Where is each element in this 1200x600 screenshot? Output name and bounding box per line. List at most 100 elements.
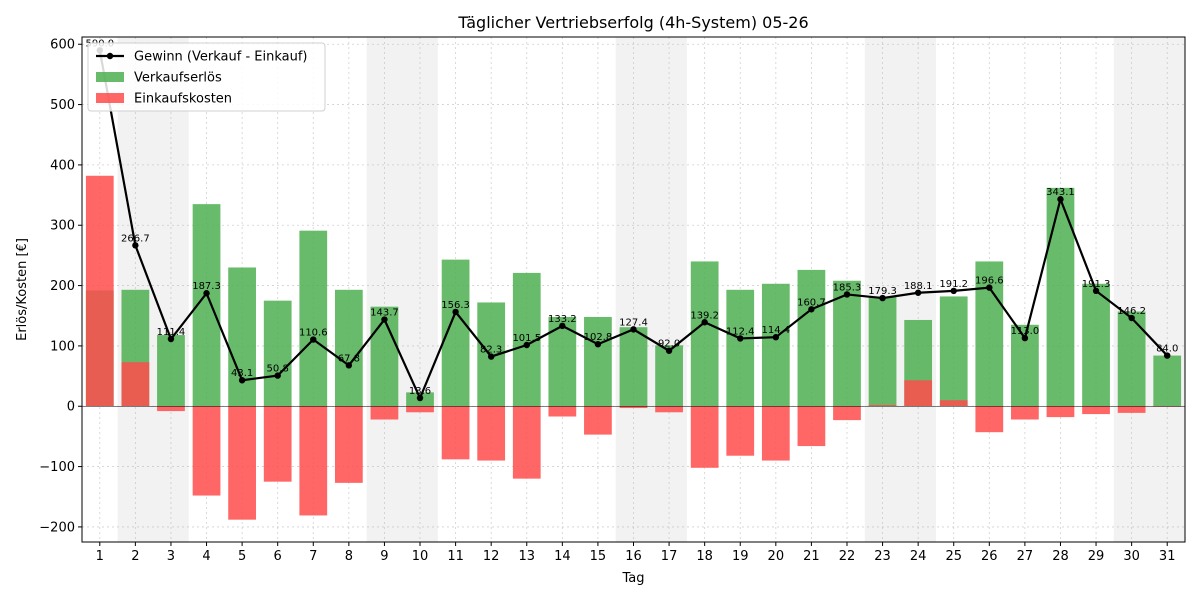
profit-data-label: 43.1 bbox=[231, 368, 253, 379]
profit-data-label: 185.3 bbox=[833, 282, 862, 293]
cost-bar bbox=[619, 406, 648, 409]
x-tick-label: 25 bbox=[945, 549, 962, 564]
x-tick-label: 14 bbox=[554, 549, 571, 564]
x-tick-label: 22 bbox=[839, 549, 856, 564]
profit-data-label: 84.0 bbox=[1156, 344, 1178, 355]
profit-data-label: 127.4 bbox=[619, 317, 648, 328]
profit-data-label: 143.7 bbox=[370, 308, 399, 319]
profit-data-label: 133.2 bbox=[548, 314, 577, 325]
legend-swatch-bar bbox=[96, 72, 124, 82]
profit-point bbox=[1057, 196, 1064, 203]
cost-bar bbox=[797, 406, 826, 447]
profit-data-label: 13.6 bbox=[409, 386, 431, 397]
revenue-bar bbox=[833, 280, 861, 407]
y-tick-label: 600 bbox=[50, 38, 75, 53]
x-tick-label: 7 bbox=[309, 549, 317, 564]
chart-title: Täglicher Vertriebserfolg (4h-System) 05… bbox=[457, 13, 808, 32]
revenue-bar bbox=[939, 296, 968, 407]
revenue-bar bbox=[228, 267, 256, 407]
cost-bar bbox=[263, 406, 292, 482]
profit-data-label: 160.7 bbox=[797, 297, 826, 308]
profit-data-label: 343.1 bbox=[1046, 187, 1075, 198]
revenue-bar bbox=[868, 296, 897, 407]
cost-bar bbox=[1046, 406, 1075, 418]
cost-bar bbox=[512, 406, 541, 479]
cost-bar bbox=[228, 406, 256, 520]
x-tick-label: 30 bbox=[1123, 549, 1140, 564]
revenue-bar bbox=[1082, 283, 1110, 407]
profit-point bbox=[1021, 334, 1029, 342]
cost-bar bbox=[192, 406, 221, 496]
legend-label: Verkaufserlös bbox=[134, 71, 222, 86]
cost-bar bbox=[548, 406, 577, 417]
revenue-bar bbox=[370, 306, 399, 407]
profit-data-label: 196.6 bbox=[975, 276, 1004, 287]
profit-data-label: 102.8 bbox=[584, 332, 613, 343]
revenue-bar bbox=[761, 283, 790, 407]
x-tick-label: 12 bbox=[483, 549, 500, 564]
y-tick-label: 0 bbox=[67, 400, 75, 415]
profit-point bbox=[772, 334, 780, 341]
revenue-bar bbox=[263, 300, 292, 407]
profit-data-label: 92.0 bbox=[658, 339, 680, 350]
profit-data-label: 110.6 bbox=[299, 328, 328, 339]
profit-point bbox=[452, 308, 459, 316]
x-tick-label: 13 bbox=[518, 549, 535, 564]
cost-bar bbox=[441, 406, 470, 460]
y-tick-label: −100 bbox=[39, 460, 75, 475]
legend-label: Einkaufskosten bbox=[134, 92, 232, 107]
profit-point bbox=[1092, 287, 1100, 295]
x-tick-label: 4 bbox=[202, 549, 210, 564]
cost-bar bbox=[726, 406, 755, 456]
x-tick-label: 26 bbox=[981, 549, 998, 564]
profit-point bbox=[701, 319, 708, 326]
profit-data-label: 191.2 bbox=[939, 279, 968, 290]
x-tick-label: 10 bbox=[412, 549, 429, 564]
y-tick-label: 400 bbox=[50, 158, 75, 173]
profit-data-label: 113.0 bbox=[1011, 326, 1040, 337]
cost-bar bbox=[975, 406, 1004, 433]
profit-data-label: 188.1 bbox=[904, 281, 933, 292]
revenue-bar bbox=[584, 316, 612, 407]
x-tick-label: 17 bbox=[661, 549, 678, 564]
x-tick-label: 8 bbox=[345, 549, 353, 564]
cost-bar bbox=[1011, 406, 1039, 420]
legend-swatch-marker bbox=[106, 52, 114, 60]
cost-bar bbox=[904, 380, 933, 407]
profit-point bbox=[665, 347, 673, 354]
revenue-bar bbox=[334, 289, 363, 407]
revenue-bar bbox=[797, 269, 826, 407]
y-axis-label: Erlös/Kosten [€] bbox=[15, 238, 30, 341]
x-tick-label: 31 bbox=[1159, 549, 1176, 564]
cost-bar bbox=[584, 406, 612, 435]
x-tick-label: 23 bbox=[874, 549, 891, 564]
x-axis-ticks: 1 2 3 4 5 6 7 8 9 10 11 12 13 14 15 16 17 18 19 20 21 22 23 24 2… bbox=[96, 542, 1176, 564]
profit-point bbox=[594, 341, 602, 348]
profit-point bbox=[274, 372, 281, 379]
x-tick-label: 19 bbox=[732, 549, 749, 564]
x-tick-label: 28 bbox=[1052, 549, 1069, 564]
cost-bar bbox=[85, 175, 114, 407]
cost-bar bbox=[833, 406, 861, 421]
x-tick-label: 16 bbox=[625, 549, 642, 564]
x-tick-label: 9 bbox=[380, 549, 388, 564]
profit-data-labels: 590.0266.7111.4187.343.150.8110.667.8143… bbox=[85, 38, 1178, 397]
revenue-bar bbox=[1046, 187, 1075, 407]
x-tick-label: 27 bbox=[1017, 549, 1034, 564]
cost-bar bbox=[406, 406, 434, 413]
profit-point bbox=[523, 341, 530, 349]
profit-point bbox=[203, 290, 210, 297]
profit-data-label: 114.4 bbox=[762, 325, 791, 336]
y-axis-ticks: −200 −100 0 100 200 300 400 500 600 bbox=[39, 38, 82, 535]
profit-point bbox=[1164, 352, 1171, 359]
profit-point bbox=[487, 353, 495, 360]
revenue-bar bbox=[619, 327, 648, 407]
cost-bar bbox=[334, 406, 363, 483]
profit-data-label: 156.3 bbox=[441, 300, 470, 311]
profit-point bbox=[630, 326, 637, 333]
profit-point bbox=[167, 335, 175, 343]
profit-data-label: 82.3 bbox=[480, 345, 502, 356]
revenue-bar bbox=[726, 289, 755, 407]
revenue-bar bbox=[1117, 311, 1146, 407]
